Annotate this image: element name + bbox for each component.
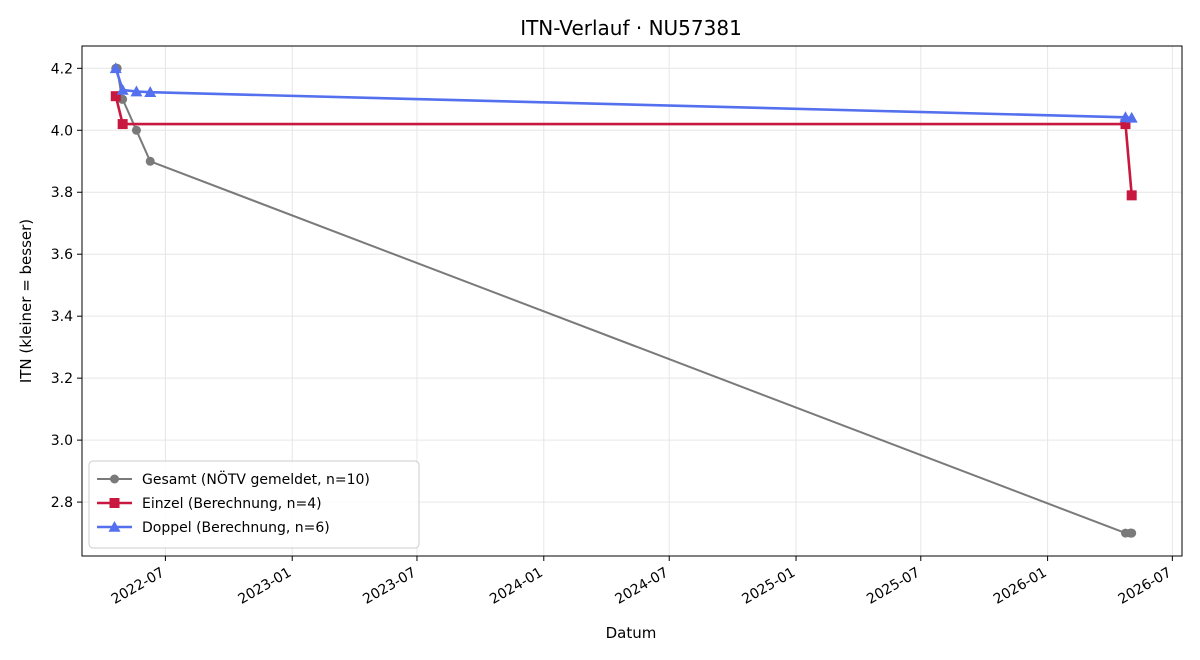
y-tick-label: 3.4 [51,309,73,325]
series-triangle [109,62,1138,123]
y-tick-label: 4.2 [51,61,73,77]
data-point [116,83,129,95]
plot-frame [81,45,1183,557]
data-series [109,62,1138,538]
legend-marker [108,521,121,532]
data-point [131,125,141,135]
series-square [110,91,1137,201]
grid-lines [82,46,1182,556]
x-tick-label: 2023-01 [236,565,295,608]
legend-label: Doppel (Berechnung, n=6) [142,520,330,536]
data-point [130,85,143,97]
x-tick-label: 2022-07 [109,565,168,608]
x-tick-label: 2024-01 [487,565,546,608]
legend-marker [110,474,119,484]
x-tick-label: 2025-07 [864,565,923,608]
y-tick-label: 3.2 [51,371,73,387]
y-axis-label: ITN (kleiner = besser) [17,219,35,383]
data-point [109,62,122,74]
series-line [114,95,1133,196]
legend-box [88,460,420,549]
legend-marker [109,498,120,508]
legend-entry [97,521,132,532]
x-tick-label: 2026-07 [1116,565,1175,608]
legend-label: Gesamt (NÖTV gemeldet, n=10) [142,470,370,488]
chart-title: ITN-Verlauf · NU57381 [520,16,742,40]
x-tick-label: 2025-01 [739,565,798,608]
legend: Gesamt (NÖTV gemeldet, n=10) Einzel (Bere… [88,460,420,549]
y-tick-label: 3.8 [51,185,73,201]
x-tick-label: 2026-01 [991,565,1050,608]
data-point [144,86,157,97]
y-tick-label: 2.8 [51,495,73,511]
legend-label: Einzel (Berechnung, n=4) [142,496,322,512]
data-point [110,91,121,102]
data-point [1126,190,1137,201]
y-tick-label: 4.0 [51,123,73,139]
data-point [117,119,128,130]
series-line [114,67,1132,120]
y-tick-label: 3.6 [51,247,73,263]
x-tick-label: 2024-07 [613,565,672,608]
data-point [1125,111,1138,123]
data-point [1127,528,1137,538]
legend-entry [97,474,132,484]
data-point [1120,119,1131,130]
x-axis-label: Datum [606,624,657,642]
x-tick-label: 2023-07 [360,565,419,608]
data-point [145,156,155,166]
y-tick-label: 3.0 [51,433,73,449]
legend-entry [97,498,132,508]
